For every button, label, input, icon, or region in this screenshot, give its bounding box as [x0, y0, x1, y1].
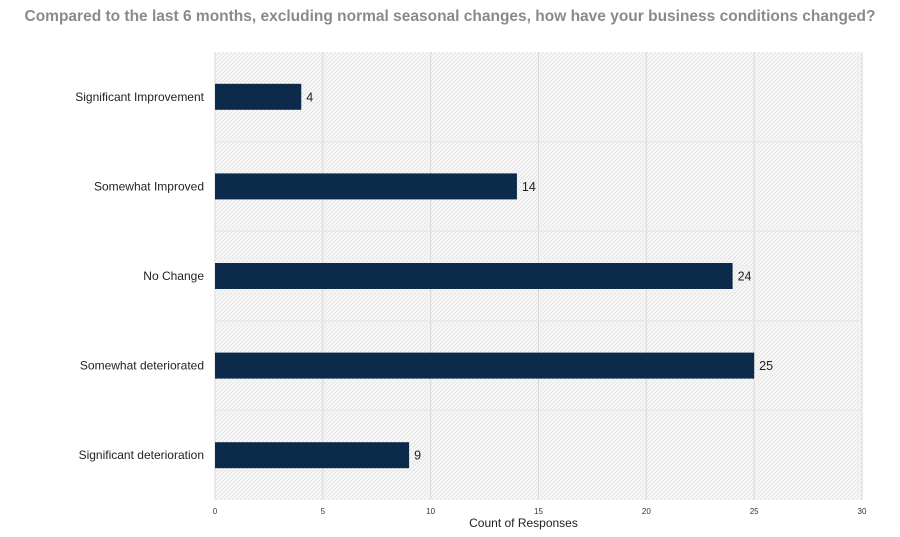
bar — [215, 352, 755, 379]
x-tick-label: 20 — [642, 507, 651, 516]
x-tick-label: 5 — [321, 507, 326, 516]
x-tick-label: 10 — [426, 507, 435, 516]
chart-title: Compared to the last 6 months, excluding… — [24, 8, 876, 25]
category-label: Somewhat deteriorated — [80, 359, 204, 373]
bar — [215, 442, 410, 469]
bar — [215, 83, 302, 110]
category-label: No Change — [143, 269, 204, 283]
bar-value-label: 4 — [306, 90, 313, 104]
category-label: Somewhat Improved — [94, 179, 204, 193]
x-tick-label: 25 — [750, 507, 759, 516]
bar-value-label: 9 — [414, 449, 421, 463]
bar-value-label: 14 — [522, 180, 536, 194]
x-tick-label: 30 — [858, 507, 867, 516]
x-axis-title: Count of Responses — [469, 516, 578, 530]
bar-value-label: 24 — [738, 270, 752, 284]
category-label: Significant Improvement — [75, 90, 204, 104]
category-label: Significant deterioration — [79, 448, 204, 462]
bar — [215, 173, 517, 200]
x-tick-label: 15 — [534, 507, 543, 516]
x-tick-label: 0 — [213, 507, 218, 516]
bar-value-label: 25 — [759, 359, 773, 373]
bar — [215, 263, 733, 289]
